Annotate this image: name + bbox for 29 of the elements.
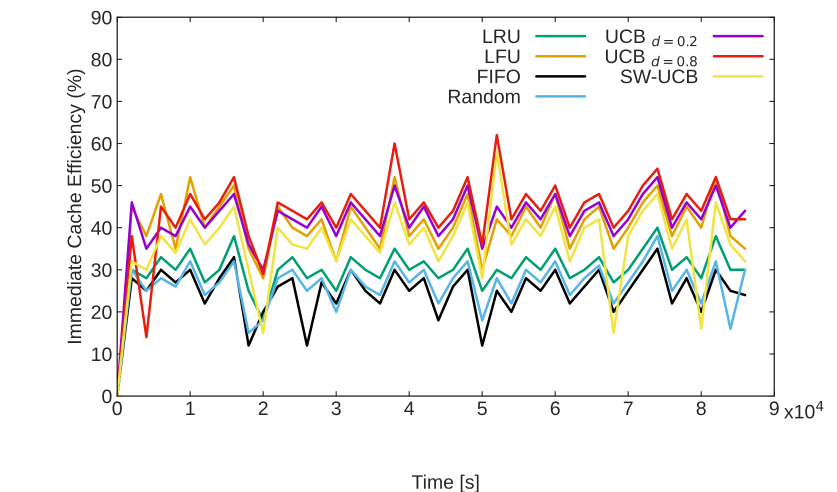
x-tick-label: 6 — [550, 401, 560, 416]
y-tick-label: 40 — [91, 221, 112, 235]
y-tick-label: 30 — [91, 263, 112, 278]
x-tick-label: 7 — [624, 402, 633, 416]
y-tick-label: 80 — [92, 52, 112, 67]
x-tick-label: 8 — [696, 401, 706, 416]
x-tick-label: 9 — [770, 401, 779, 416]
y-tick-label: 50 — [91, 179, 112, 193]
x-tick-label: 5 — [478, 402, 487, 416]
legend-label: UCB $_{d=0.2}$ — [606, 29, 696, 46]
y-tick-label: 20 — [92, 305, 112, 320]
y-tick-label: 90 — [92, 10, 112, 24]
x-tick-label: 2 — [258, 401, 268, 416]
y-tick-label: 70 — [92, 94, 112, 109]
y-tick-label: 0 — [102, 390, 112, 404]
x-tick-label: 0 — [112, 401, 122, 416]
y-tick-label: 10 — [92, 347, 112, 362]
legend-label: FIFO — [478, 70, 520, 84]
x-tick-label: 1 — [186, 402, 195, 416]
x-tick-label: 3 — [332, 401, 341, 416]
y-tick-label: 60 — [92, 136, 112, 151]
x-tick-label: 4 — [404, 402, 414, 416]
legend-label: SW-UCB — [620, 70, 698, 84]
text: x10$^{4}$ — [784, 400, 824, 419]
legend-label: LFU — [486, 50, 520, 64]
legend-label: UCB $_{d=0.8}$ — [606, 49, 697, 66]
legend-label: LRU — [484, 30, 520, 44]
legend-label: Random — [448, 89, 520, 104]
y-axis-title: Immediate Cache Efficiency (%) — [67, 70, 86, 343]
